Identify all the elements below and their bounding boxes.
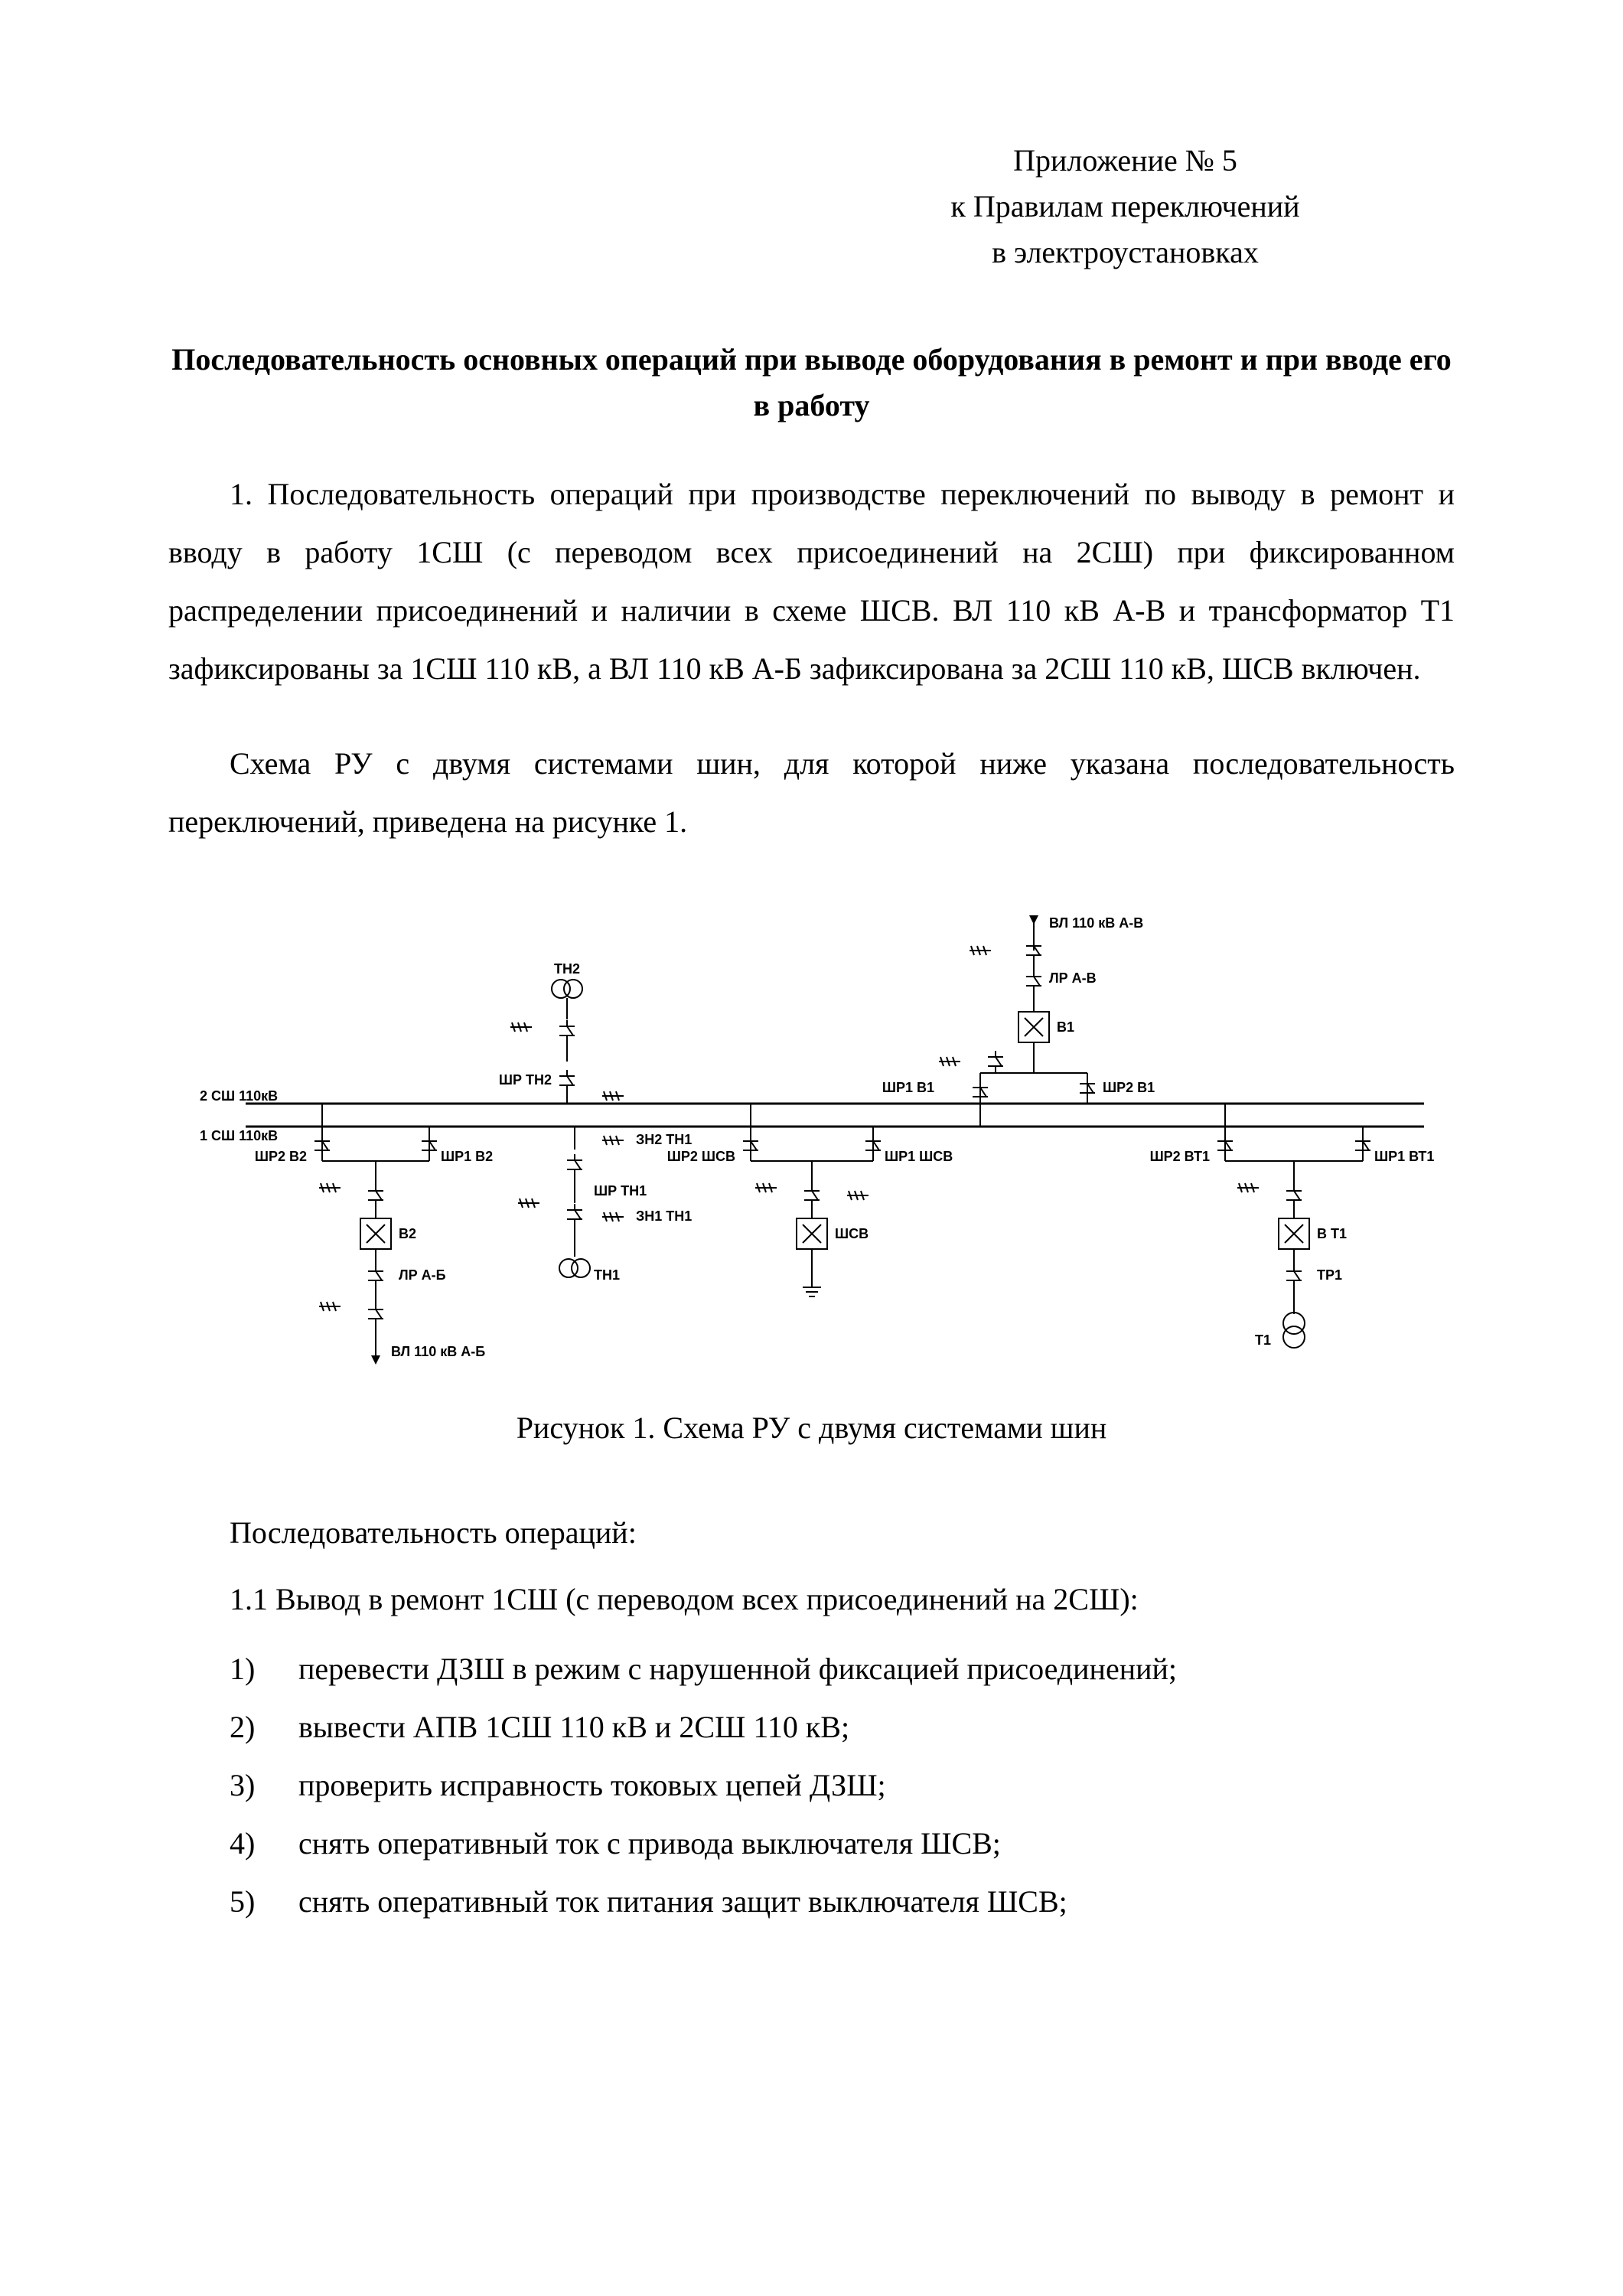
branch-vl-av: ВЛ 110 кВ А-В ЛР А-В В1 xyxy=(882,915,1154,1127)
shr1-v2-label: ШР1 В2 xyxy=(441,1149,493,1164)
t1-label: Т1 xyxy=(1254,1332,1270,1348)
ops-item: 4) снять оперативный ток с привода выклю… xyxy=(230,1815,1455,1873)
ops-text: проверить исправность токовых цепей ДЗШ; xyxy=(298,1756,886,1815)
ops-item: 1) перевести ДЗШ в режим с нарушенной фи… xyxy=(230,1640,1455,1698)
figure-1: 2 СШ 110кВ 1 СШ 110кВ ВЛ 110 кВ А-В ЛР А… xyxy=(168,897,1455,1446)
ops-sub: 1.1 Вывод в ремонт 1СШ (с переводом всех… xyxy=(230,1581,1455,1617)
bus-2ssh-label: 2 СШ 110кВ xyxy=(200,1088,278,1104)
shr1-vt1-label: ШР1 ВТ1 xyxy=(1374,1149,1434,1164)
header-line3: в электроустановках xyxy=(796,230,1455,276)
v2-label: В2 xyxy=(399,1226,416,1241)
ops-num: 4) xyxy=(230,1815,298,1873)
zn2-tn1-label: ЗН2 ТН1 xyxy=(636,1132,692,1147)
zn1-tn1-label: ЗН1 ТН1 xyxy=(636,1208,692,1224)
tn1-label: ТН1 xyxy=(594,1267,620,1283)
paragraph-1: 1. Последовательность операций при произ… xyxy=(168,465,1455,698)
ops-num: 3) xyxy=(230,1756,298,1815)
branch-t1: ШР2 ВТ1 ШР1 ВТ1 В Т1 ТР1 Т1 xyxy=(1149,1104,1434,1348)
shr-tn2-label: ШР ТН2 xyxy=(498,1072,551,1088)
ops-text: снять оперативный ток питания защит выкл… xyxy=(298,1873,1067,1931)
schematic-diagram: 2 СШ 110кВ 1 СШ 110кВ ВЛ 110 кВ А-В ЛР А… xyxy=(169,897,1455,1387)
ops-num: 5) xyxy=(230,1873,298,1931)
document-page: Приложение № 5 к Правилам переключений в… xyxy=(0,0,1623,2296)
branch-vl-ab: ШР2 В2 ШР1 В2 В2 ЛР А-Б xyxy=(254,1104,492,1360)
shr1-v1-label: ШР1 В1 xyxy=(882,1080,934,1095)
ops-item: 5) снять оперативный ток питания защит в… xyxy=(230,1873,1455,1931)
v1-label: В1 xyxy=(1057,1019,1074,1035)
branch-tn1: ЗН2 ТН1 ШР ТН1 ЗН1 ТН1 ТН1 xyxy=(518,1127,692,1283)
tr1-label: ТР1 xyxy=(1317,1267,1342,1283)
lr-av-label: ЛР А-В xyxy=(1049,970,1097,986)
ops-text: снять оперативный ток с привода выключат… xyxy=(298,1815,1001,1873)
header-block: Приложение № 5 к Правилам переключений в… xyxy=(796,138,1455,276)
shr1-shsv-label: ШР1 ШСВ xyxy=(885,1149,953,1164)
bus-1ssh-label: 1 СШ 110кВ xyxy=(200,1128,278,1143)
ops-num: 2) xyxy=(230,1698,298,1756)
figure-caption: Рисунок 1. Схема РУ с двумя системами ши… xyxy=(168,1410,1455,1446)
ops-num: 1) xyxy=(230,1640,298,1698)
ops-item: 3) проверить исправность токовых цепей Д… xyxy=(230,1756,1455,1815)
ops-text: перевести ДЗШ в режим с нарушенной фикса… xyxy=(298,1640,1177,1698)
vl-ab-label: ВЛ 110 кВ А-Б xyxy=(391,1344,485,1359)
header-line1: Приложение № 5 xyxy=(796,138,1455,184)
shr2-shsv-label: ШР2 ШСВ xyxy=(666,1149,735,1164)
shr2-v1-label: ШР2 В1 xyxy=(1103,1080,1155,1095)
paragraph-2: Схема РУ с двумя системами шин, для кото… xyxy=(168,735,1455,851)
vt1-label: В Т1 xyxy=(1317,1226,1347,1241)
ops-text: вывести АПВ 1СШ 110 кВ и 2СШ 110 кВ; xyxy=(298,1698,849,1756)
tn2-label: ТН2 xyxy=(553,961,579,977)
ops-intro: Последовательность операций: xyxy=(230,1515,1455,1551)
ops-item: 2) вывести АПВ 1СШ 110 кВ и 2СШ 110 кВ; xyxy=(230,1698,1455,1756)
branch-tn2: ТН2 ШР ТН2 xyxy=(498,961,623,1104)
shr2-v2-label: ШР2 В2 xyxy=(254,1149,306,1164)
branch-shsv: ШР2 ШСВ ШР1 ШСВ ШСВ xyxy=(666,1104,952,1296)
vl-av-label: ВЛ 110 кВ А-В xyxy=(1049,915,1143,931)
shr2-vt1-label: ШР2 ВТ1 xyxy=(1149,1149,1209,1164)
document-title: Последовательность основных операций при… xyxy=(168,337,1455,429)
shr-tn1-label: ШР ТН1 xyxy=(594,1183,647,1199)
ops-list: 1) перевести ДЗШ в режим с нарушенной фи… xyxy=(230,1640,1455,1931)
header-line2: к Правилам переключений xyxy=(796,184,1455,230)
lr-ab-label: ЛР А-Б xyxy=(399,1267,446,1283)
shsv-label: ШСВ xyxy=(835,1226,869,1241)
